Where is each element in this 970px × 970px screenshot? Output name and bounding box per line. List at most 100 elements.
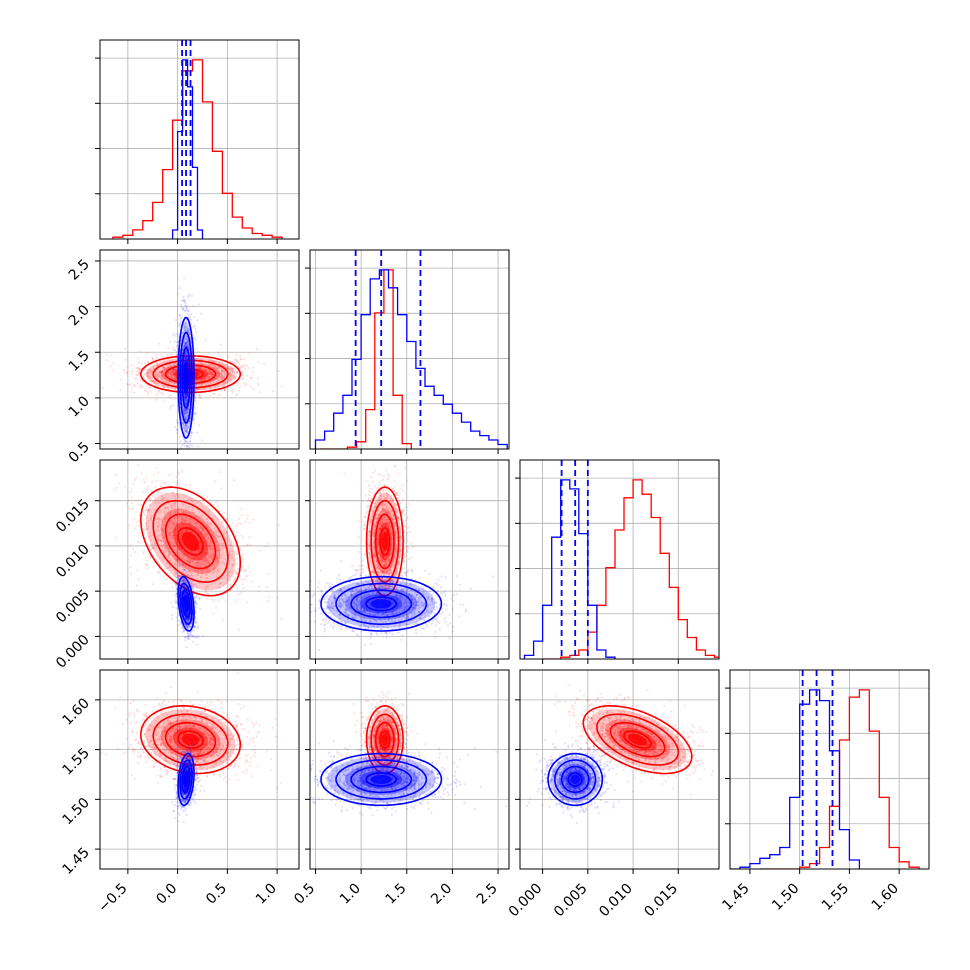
x-tick-label: 0.010 <box>596 881 636 921</box>
panel-frame <box>309 669 510 870</box>
contour-line <box>379 730 391 749</box>
x-tick-label: 1.0 <box>337 881 364 908</box>
y-tick-label: 2.5 <box>66 256 93 283</box>
y-tick-label: 0.005 <box>53 587 93 627</box>
x-tick-label: 1.60 <box>869 881 902 914</box>
density-fill <box>181 733 200 746</box>
y-tick-label: 1.60 <box>59 695 92 728</box>
x-tick-label: 0.005 <box>551 881 591 921</box>
density-fill <box>370 774 392 784</box>
x-tick-label: 1.0 <box>253 881 280 908</box>
contour-line <box>379 526 391 556</box>
contour-line <box>623 730 653 749</box>
scatter-panel-4-2 <box>309 669 510 870</box>
scatter-panel-4-3 <box>519 669 720 870</box>
y-tick-label: 1.50 <box>59 795 92 828</box>
x-tick-label: 0.0 <box>153 881 180 908</box>
histogram-step <box>314 269 508 449</box>
contour-line <box>560 765 590 794</box>
panel-frame <box>519 669 720 870</box>
x-tick-label: 2.0 <box>428 881 455 908</box>
contour-line <box>335 582 428 626</box>
contour-line <box>177 752 195 807</box>
y-tick-label: 2.0 <box>66 302 93 329</box>
y-tick-label: 1.0 <box>66 393 93 420</box>
contour-line <box>164 513 217 570</box>
contour-line <box>365 772 398 787</box>
scatter-panel-3-2 <box>309 459 510 660</box>
panel-frame <box>309 459 510 660</box>
x-tick-label: 1.5 <box>383 881 410 908</box>
x-tick-label: 1.55 <box>819 881 852 914</box>
panel-frame <box>519 459 720 660</box>
panel-frame <box>99 39 300 240</box>
contour-line <box>374 721 395 758</box>
contour-line <box>365 704 404 775</box>
panel-frame <box>729 669 930 870</box>
contour-line <box>181 589 191 619</box>
histogram-panel-4 <box>725 669 930 870</box>
histogram-step <box>523 479 616 659</box>
histogram-panel-1 <box>95 39 300 240</box>
contour-line <box>164 364 217 385</box>
y-tick-label: 0.5 <box>66 439 93 466</box>
panel-frame <box>99 459 300 660</box>
histogram-panel-2 <box>305 249 510 450</box>
scatter-panel-2-1 <box>99 249 300 450</box>
x-tick-label: 1.45 <box>719 881 752 914</box>
y-tick-label: 0.000 <box>53 632 93 672</box>
y-tick-label: 0.015 <box>53 496 93 536</box>
contour-line <box>183 596 189 612</box>
contour-line <box>177 730 204 749</box>
x-tick-label: 0.015 <box>641 881 681 921</box>
contour-line <box>177 316 195 439</box>
histogram-step <box>112 59 283 239</box>
contour-line <box>350 589 413 619</box>
contour-line <box>179 759 193 800</box>
histogram-step <box>730 689 861 869</box>
contour-line <box>370 499 400 583</box>
contour-line <box>609 721 666 758</box>
panel-frame <box>99 249 300 450</box>
contour-line <box>139 355 242 394</box>
contour-line <box>365 596 398 612</box>
x-tick-label: −0.5 <box>95 881 130 916</box>
contour-line <box>596 713 680 766</box>
y-tick-label: 1.5 <box>66 348 93 375</box>
density-fill <box>370 599 392 609</box>
panel-frame <box>99 669 300 870</box>
histogram-step <box>542 479 719 659</box>
density-fill <box>184 367 188 389</box>
contour-line <box>177 575 195 632</box>
contour-line <box>320 575 443 632</box>
contour-line <box>179 331 193 424</box>
contour-line <box>181 765 191 794</box>
contour-line <box>547 752 604 807</box>
contour-line <box>183 772 189 787</box>
histogram-panel-3 <box>515 459 720 660</box>
histogram-step <box>759 689 920 869</box>
contour-line <box>365 486 404 597</box>
contour-line <box>139 704 242 775</box>
contour-line <box>370 713 400 766</box>
y-tick-label: 0.010 <box>53 541 93 581</box>
density-fill <box>184 774 188 784</box>
contour-line <box>139 486 242 597</box>
contour-line <box>177 526 204 556</box>
y-tick-label: 1.55 <box>59 745 92 778</box>
contour-line <box>567 772 583 787</box>
contour-line <box>152 499 229 583</box>
contour-line <box>183 361 189 394</box>
contour-line <box>335 759 428 800</box>
density-fill <box>181 531 200 551</box>
density-fill <box>628 733 648 746</box>
x-tick-label: 0.5 <box>203 881 230 908</box>
contour-line <box>553 759 597 800</box>
scatter-panel-4-1 <box>99 669 300 870</box>
contour-line <box>164 721 217 758</box>
x-tick-label: 1.50 <box>769 881 802 914</box>
x-tick-label: 0.5 <box>291 881 318 908</box>
x-tick-label: 2.5 <box>474 881 501 908</box>
x-tick-label: 0.000 <box>506 881 546 921</box>
